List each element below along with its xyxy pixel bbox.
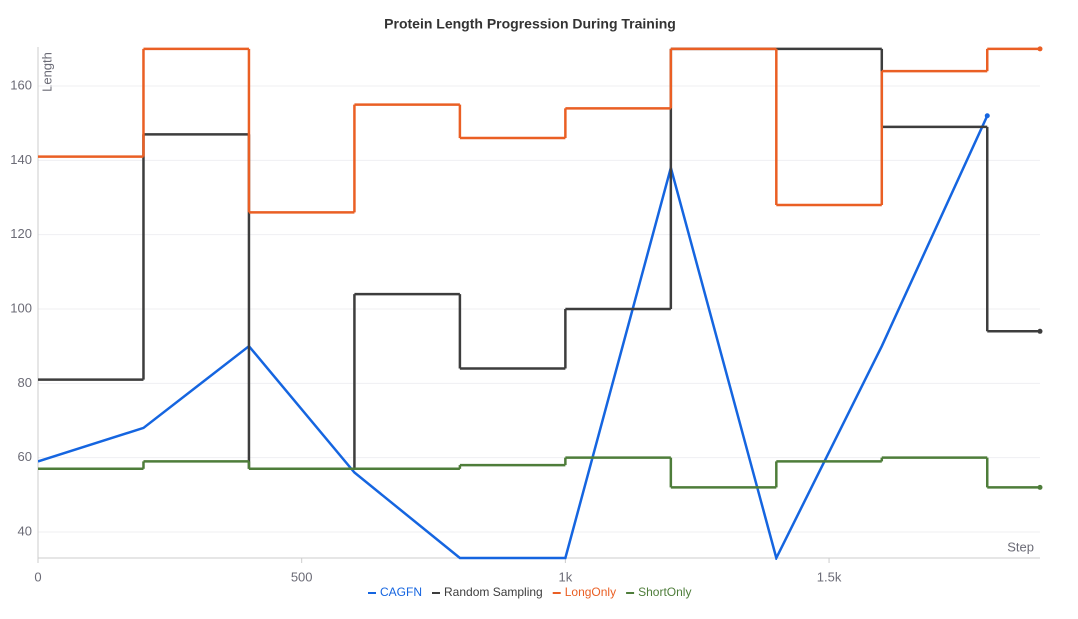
- end-dot: [1037, 484, 1043, 490]
- end-dot: [984, 113, 990, 119]
- end-dot: [1037, 328, 1043, 334]
- series-line: [38, 115, 989, 560]
- y-tick-label: 120: [10, 226, 32, 241]
- x-tick-label: 1k: [559, 569, 573, 584]
- x-axis-label: Step: [1007, 539, 1034, 554]
- legend-label: ShortOnly: [638, 585, 691, 599]
- x-tick-label: 0: [34, 569, 41, 584]
- plot: [38, 47, 1040, 560]
- chart-title: Protein Length Progression During Traini…: [384, 16, 676, 32]
- y-tick-label: 140: [10, 152, 32, 167]
- legend-label: CAGFN: [380, 585, 422, 599]
- y-tick-label: 100: [10, 300, 32, 315]
- legend-label: LongOnly: [565, 585, 616, 599]
- x-tick-label: 1.5k: [817, 569, 842, 584]
- y-tick-label: 60: [18, 449, 32, 464]
- end-dot: [1037, 46, 1043, 52]
- y-axis-label: Length: [39, 52, 54, 92]
- x-tick-label: 500: [291, 569, 313, 584]
- y-tick-label: 80: [18, 375, 32, 390]
- y-tick-label: 40: [18, 523, 32, 538]
- y-tick-label: 160: [10, 77, 32, 92]
- legend-label: Random Sampling: [444, 585, 543, 599]
